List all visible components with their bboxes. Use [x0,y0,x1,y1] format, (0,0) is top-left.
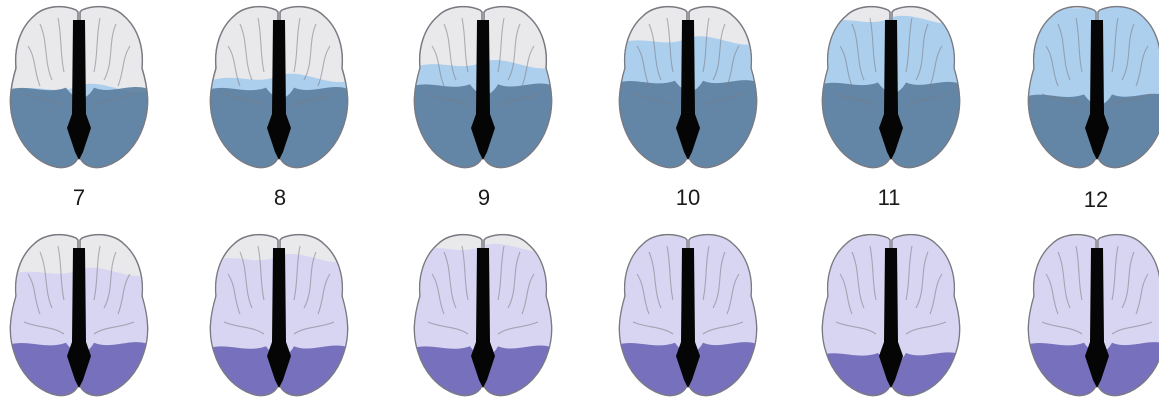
panel-label-5: 11 [877,185,901,210]
brain-map [821,233,961,397]
panel-label-2: 8 [273,185,287,210]
panel-label-6: 12 [1083,187,1109,212]
fissure [676,248,700,388]
fissure [471,20,495,160]
brain-map [618,5,758,169]
brain-bottom-2 [204,230,354,400]
fissure [676,20,700,160]
fissure [267,20,291,160]
panel-label-1: 7 [72,185,86,210]
fissure [1085,20,1109,160]
brain-map [1027,5,1159,169]
brain-map [9,5,149,169]
brain-map [821,5,961,169]
brain-map [413,233,553,397]
brain-top-4 [613,2,763,172]
brain-bottom-5 [816,230,966,400]
fissure [879,20,903,160]
fissure [879,248,903,388]
brain-bottom-3 [408,230,558,400]
brain-map [413,5,553,169]
panel-label-3: 9 [477,185,491,210]
brain-top-3 [408,2,558,172]
brain-map [9,233,149,397]
brain-map [1027,233,1159,397]
brain-top-1 [4,2,154,172]
fissure [1085,248,1109,388]
brain-bottom-6 [1022,230,1159,400]
panel-label-4: 10 [675,185,701,210]
brain-top-2 [204,2,354,172]
brain-bottom-4 [613,230,763,400]
brain-map [209,233,349,397]
fissure [67,20,91,160]
brain-map [618,233,758,397]
brain-top-5 [816,2,966,172]
brain-map [209,5,349,169]
fissure [471,248,495,388]
brain-top-6 [1022,2,1159,172]
brain-bottom-1 [4,230,154,400]
fissure [267,248,291,388]
fissure [67,248,91,388]
